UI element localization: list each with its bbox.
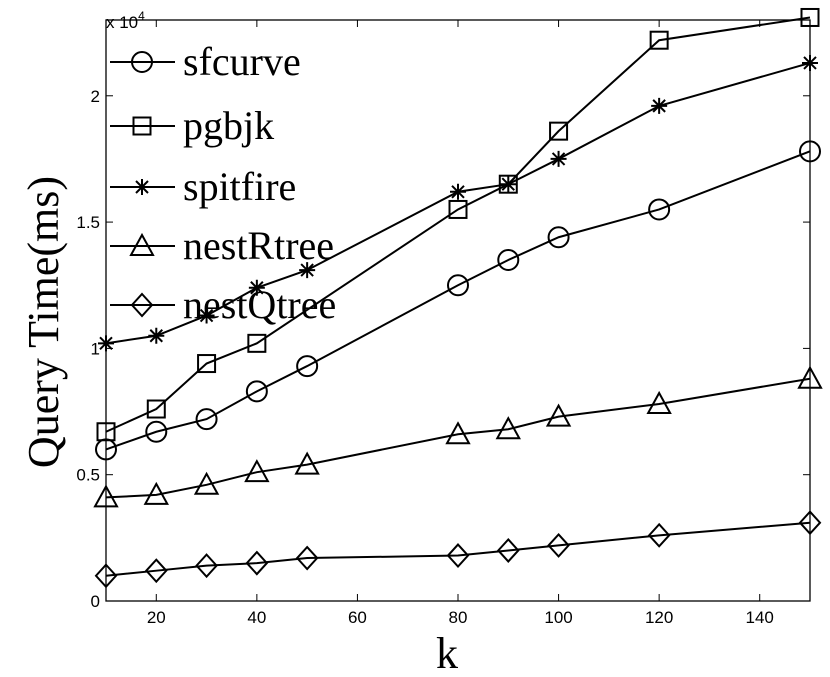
data-point-nestRtree xyxy=(495,416,521,440)
y-tick-label: 1 xyxy=(91,339,100,358)
data-point-pgbjk xyxy=(448,199,468,219)
data-point-nestQtree xyxy=(144,558,168,584)
legend-entry-sfcurve: sfcurve xyxy=(110,39,301,84)
y-tick-label: 1.5 xyxy=(76,213,100,232)
legend-label: nestRtree xyxy=(183,223,334,268)
legend-label: pgbjk xyxy=(183,103,274,148)
legend-label: spitfire xyxy=(183,164,296,209)
data-point-sfcurve xyxy=(547,226,570,249)
data-point-sfcurve xyxy=(648,198,671,221)
series-sfcurve xyxy=(95,140,821,461)
data-point-nestQtree xyxy=(195,553,218,579)
y-multiplier-base: x 10 xyxy=(106,13,138,32)
y-tick-label: 0.5 xyxy=(76,466,100,485)
data-point-sfcurve xyxy=(447,274,469,297)
data-point-nestQtree xyxy=(547,532,570,558)
y-axis-title: Query Time(ms) xyxy=(19,176,68,468)
data-point-sfcurve xyxy=(195,408,218,431)
y-multiplier-exponent: 4 xyxy=(138,9,145,23)
data-point-pgbjk xyxy=(197,354,217,374)
ticks: 20 40 60 80 100 120 140 0 0.5 1 1.5 2 xyxy=(76,20,810,627)
data-point-spitfire xyxy=(651,97,668,114)
data-point-spitfire xyxy=(500,176,517,193)
legend-entry-nestRtree: nestRtree xyxy=(110,223,334,268)
legend-marker-diamond xyxy=(130,292,154,318)
x-tick-label: 120 xyxy=(645,608,673,627)
x-tick-label: 140 xyxy=(746,608,774,627)
series-nestQtree xyxy=(94,510,822,589)
data-point-nestRtree xyxy=(646,390,672,414)
data-point-sfcurve xyxy=(296,355,319,378)
data-point-spitfire xyxy=(148,327,165,344)
legend: sfcurve pgbjk spitfire nestRtree nestQtree xyxy=(110,39,336,327)
series-line-nestQtree xyxy=(105,521,811,577)
data-point-nestQtree xyxy=(245,550,269,576)
data-point-pgbjk xyxy=(498,174,518,194)
data-point-nestRtree xyxy=(244,459,270,483)
data-point-nestQtree xyxy=(496,537,520,563)
data-point-nestQtree xyxy=(295,545,319,571)
series-line-nestRtree xyxy=(105,377,811,499)
data-point-pgbjk xyxy=(247,333,267,353)
data-point-nestRtree xyxy=(545,403,572,427)
legend-entry-pgbjk: pgbjk xyxy=(110,103,274,148)
data-point-nestQtree xyxy=(647,522,671,548)
legend-label: sfcurve xyxy=(183,39,301,84)
x-tick-label: 60 xyxy=(348,608,367,627)
data-point-spitfire xyxy=(248,279,265,296)
x-tick-label: 80 xyxy=(449,608,468,627)
x-axis-title: k xyxy=(436,629,458,677)
x-tick-label: 40 xyxy=(247,608,266,627)
x-tick-label: 20 xyxy=(147,608,166,627)
series-line-sfcurve xyxy=(105,150,811,451)
y-tick-label: 0 xyxy=(91,592,100,611)
legend-marker-triangle xyxy=(129,232,155,256)
data-point-nestRtree xyxy=(445,421,471,445)
legend-marker-circle xyxy=(131,51,153,73)
y-tick-label: 2 xyxy=(91,87,100,106)
data-point-pgbjk xyxy=(649,30,669,50)
data-point-spitfire xyxy=(299,262,316,279)
legend-entry-nestQtree: nestQtree xyxy=(110,282,336,327)
data-point-sfcurve xyxy=(145,420,168,443)
data-point-nestRtree xyxy=(294,451,320,475)
data-point-spitfire xyxy=(450,183,466,200)
y-axis-multiplier: x 104 xyxy=(106,9,145,32)
data-point-spitfire xyxy=(198,307,215,324)
data-point-nestQtree xyxy=(446,543,470,569)
data-point-pgbjk xyxy=(146,399,166,419)
series-line-pgbjk xyxy=(105,16,811,433)
legend-marker-square xyxy=(132,116,152,136)
data-point-sfcurve xyxy=(245,380,268,403)
series-line-spitfire xyxy=(105,61,811,345)
data-point-spitfire xyxy=(550,150,567,167)
legend-entry-spitfire: spitfire xyxy=(110,164,296,209)
data-point-nestRtree xyxy=(193,471,220,495)
x-tick-label: 100 xyxy=(544,608,572,627)
series-nestRtree xyxy=(93,365,823,508)
data-point-pgbjk xyxy=(549,121,569,141)
data-point-nestRtree xyxy=(143,481,169,505)
series-layer xyxy=(93,7,823,589)
data-point-sfcurve xyxy=(497,248,520,271)
legend-marker-asterisk xyxy=(134,179,150,195)
